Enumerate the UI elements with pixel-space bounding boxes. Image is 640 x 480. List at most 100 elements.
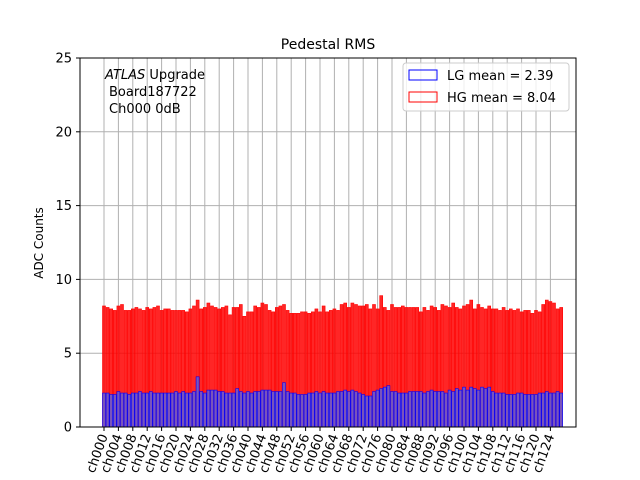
- bar-lg-97: [451, 391, 456, 428]
- bar-lg-48: [274, 391, 279, 428]
- bar-lg-28: [203, 392, 207, 428]
- legend-label-hg: HG mean = 8.04: [447, 91, 556, 106]
- bar-lg-40: [246, 391, 250, 428]
- bar-lg-12: [145, 392, 149, 428]
- bar-lg-39: [242, 392, 247, 428]
- bar-lg-106: [483, 388, 488, 428]
- bar-lg-120: [534, 394, 538, 428]
- bar-lg-84: [404, 392, 409, 428]
- bar-lg-62: [325, 392, 330, 428]
- bar-lg-121: [537, 392, 542, 428]
- bar-lg-58: [310, 392, 315, 428]
- bar-lg-103: [472, 388, 477, 428]
- bar-lg-125: [552, 392, 556, 428]
- annotation-board: Board187722: [109, 85, 197, 100]
- bar-lg-107: [487, 386, 492, 428]
- bar-lg-16: [159, 392, 164, 428]
- bar-lg-96: [447, 389, 452, 428]
- bar-lg-89: [422, 392, 427, 428]
- bar-lg-100: [462, 386, 466, 428]
- bar-lg-34: [224, 392, 229, 428]
- bar-lg-41: [249, 392, 254, 428]
- bar-lg-104: [476, 389, 481, 428]
- bar-lg-49: [278, 391, 283, 428]
- bar-lg-43: [256, 391, 261, 428]
- bar-lg-85: [408, 391, 412, 428]
- legend-label-lg: LG mean = 2.39: [447, 69, 553, 84]
- bar-lg-36: [231, 392, 236, 428]
- bar-lg-119: [530, 394, 535, 428]
- bar-lg-61: [321, 391, 326, 428]
- y-axis-label: ADC Counts: [32, 207, 46, 279]
- bar-lg-93: [436, 391, 441, 428]
- bar-lg-25: [192, 391, 196, 428]
- bar-lg-77: [379, 388, 384, 428]
- bar-lg-23: [185, 392, 189, 428]
- bar-lg-70: [354, 391, 358, 428]
- bar-lg-123: [544, 391, 549, 428]
- bar-lg-109: [494, 392, 499, 428]
- bar-lg-1: [105, 392, 110, 428]
- bar-lg-51: [285, 391, 290, 428]
- bar-lg-99: [458, 389, 463, 428]
- bar-lg-118: [526, 394, 531, 428]
- bar-lg-94: [440, 391, 445, 428]
- bar-lg-29: [206, 389, 211, 428]
- bar-lg-80: [390, 391, 394, 428]
- annotation-line-1: ATLAS Upgrade: [104, 68, 205, 83]
- chart-title: Pedestal RMS: [281, 37, 376, 53]
- legend-box: [402, 62, 570, 112]
- bar-lg-21: [177, 392, 182, 428]
- bar-lg-60: [318, 392, 322, 428]
- bar-lg-0: [102, 392, 106, 428]
- y-tick-label-5: 25: [55, 52, 72, 67]
- y-tick-label-0: 0: [64, 421, 72, 436]
- bar-lg-86: [411, 391, 416, 428]
- bar-lg-90: [426, 391, 430, 428]
- bar-lg-114: [512, 394, 517, 428]
- bar-lg-116: [519, 392, 524, 428]
- atlas-annotation: ATLAS Upgrade Board187722 Ch000 0dB: [104, 68, 205, 117]
- legend: LG mean = 2.39 HG mean = 8.04: [402, 62, 570, 112]
- bar-lg-69: [350, 389, 355, 428]
- bar-lg-18: [167, 392, 171, 428]
- bar-lg-71: [357, 392, 362, 428]
- bar-lg-52: [289, 392, 294, 428]
- y-tick-label-1: 5: [64, 347, 72, 362]
- bar-lg-112: [505, 394, 510, 428]
- bar-lg-44: [260, 389, 265, 428]
- bar-lg-124: [548, 392, 553, 428]
- bar-lg-3: [113, 394, 117, 428]
- bar-lg-53: [292, 392, 297, 428]
- bar-lg-68: [346, 391, 351, 428]
- bar-lg-75: [372, 391, 376, 428]
- bar-lg-73: [364, 395, 369, 428]
- annotation-upgrade: Upgrade: [149, 68, 205, 83]
- bar-lg-101: [465, 389, 470, 428]
- bar-lg-38: [239, 391, 243, 428]
- bar-lg-113: [508, 394, 513, 428]
- bar-lg-108: [490, 391, 495, 428]
- bar-lg-72: [361, 394, 366, 428]
- lg-bars: [102, 376, 564, 428]
- bar-lg-2: [109, 394, 113, 428]
- bar-lg-78: [382, 386, 387, 428]
- bar-lg-30: [210, 389, 214, 428]
- bar-lg-115: [516, 392, 520, 428]
- bar-lg-54: [296, 394, 301, 428]
- bar-lg-66: [339, 391, 344, 428]
- bar-lg-81: [393, 391, 398, 428]
- bar-lg-19: [170, 392, 175, 428]
- bar-lg-63: [328, 392, 333, 428]
- bar-lg-111: [501, 392, 506, 428]
- bar-lg-4: [116, 391, 121, 428]
- bar-lg-26: [195, 376, 200, 428]
- bar-lg-67: [343, 389, 348, 428]
- bar-lg-42: [253, 391, 257, 428]
- bar-lg-6: [123, 392, 128, 428]
- y-tick-label-3: 15: [55, 199, 72, 214]
- bar-lg-22: [181, 391, 185, 428]
- bar-lg-59: [314, 391, 319, 428]
- bar-lg-102: [469, 386, 474, 428]
- bar-lg-127: [559, 392, 564, 428]
